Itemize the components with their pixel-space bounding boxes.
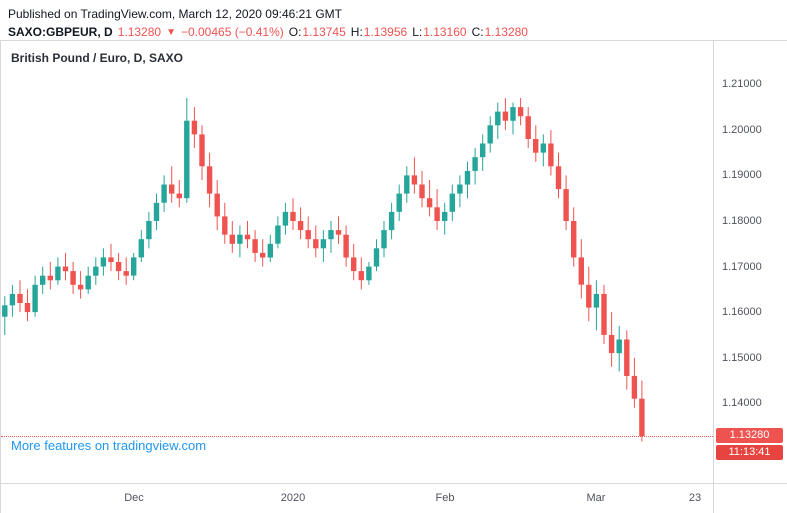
published-bar: Published on TradingView.com, March 12, … [0, 0, 787, 24]
published-text: Published on TradingView.com, March 12, … [8, 7, 342, 21]
low-number: 1.13160 [423, 25, 467, 39]
price-axis-label: 1.21000 [722, 78, 762, 90]
price-axis[interactable]: 1.13280 11:13:41 1.21000 1.20000 1.19000 1.… [714, 41, 786, 483]
high-number: 1.13956 [363, 25, 408, 39]
symbol-info-bar[interactable]: SAXO:GBPEUR, D 1.13280 ▼ −0.00465 (−0.41… [0, 24, 787, 40]
time-axis-label: 2020 [280, 492, 306, 504]
price-axis-label: 1.15000 [722, 352, 762, 364]
price-change: −0.00465 (−0.41%) [180, 25, 284, 39]
chart-box: British Pound / Euro, D, SAXO More featu… [0, 40, 787, 513]
time-axis-label: 23 [688, 492, 702, 504]
high-value: H: 1.13956 [351, 25, 407, 39]
price-axis-label: 1.14000 [722, 397, 762, 409]
low-value: L: 1.13160 [412, 25, 466, 39]
last-price-value: 1.13280 [117, 25, 162, 39]
down-arrow-icon: ▼ [166, 26, 176, 38]
time-axis-label: Dec [124, 492, 144, 504]
close-value: C: 1.13280 [472, 25, 528, 39]
axis-corner [714, 484, 787, 513]
tradingview-watermark-link[interactable]: More features on tradingview.com [11, 438, 207, 453]
bar-countdown-badge: 11:13:41 [716, 445, 783, 460]
time-axis[interactable]: Dec 2020 Feb Mar 23 [1, 484, 714, 513]
last-price-line [1, 436, 713, 437]
high-label: H: [350, 25, 363, 39]
low-label: L: [412, 25, 423, 39]
candlestick-series [2, 98, 645, 442]
price-axis-label: 1.17000 [722, 261, 762, 273]
chart-title: British Pound / Euro, D, SAXO [11, 51, 184, 65]
close-label: C: [471, 25, 484, 39]
open-label: O: [288, 25, 302, 39]
open-value: O: 1.13745 [289, 25, 346, 39]
price-axis-label: 1.19000 [722, 169, 762, 181]
price-axis-label: 1.16000 [722, 306, 762, 318]
close-number: 1.13280 [484, 25, 528, 39]
chart-canvas[interactable]: British Pound / Euro, D, SAXO More featu… [1, 41, 714, 483]
time-axis-label: Mar [586, 492, 606, 504]
time-axis-label: Feb [435, 492, 455, 504]
open-number: 1.13745 [302, 25, 346, 39]
symbol-name[interactable]: SAXO:GBPEUR, D [8, 25, 113, 39]
price-axis-label: 1.18000 [722, 215, 762, 227]
price-axis-label: 1.20000 [722, 124, 762, 136]
last-price-badge: 1.13280 [716, 428, 783, 443]
